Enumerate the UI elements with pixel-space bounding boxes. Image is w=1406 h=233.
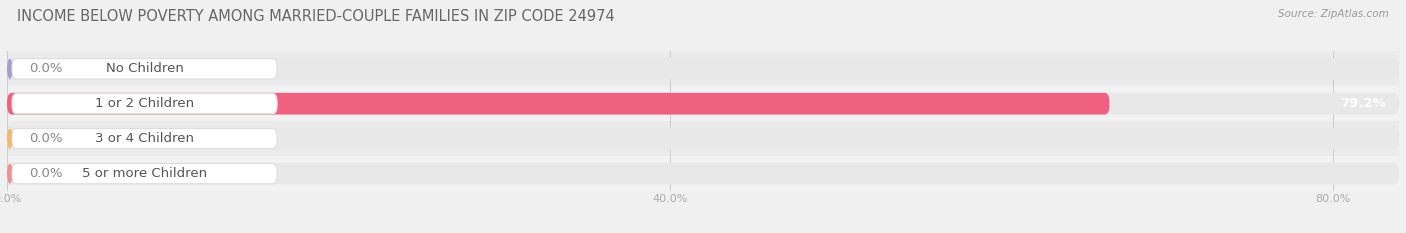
FancyBboxPatch shape <box>7 163 1399 185</box>
Text: 0.0%: 0.0% <box>30 62 63 75</box>
Text: 79.2%: 79.2% <box>1340 97 1386 110</box>
FancyBboxPatch shape <box>13 164 277 184</box>
FancyBboxPatch shape <box>7 58 13 80</box>
Text: 0.0%: 0.0% <box>30 167 63 180</box>
Bar <box>7 51 1399 86</box>
FancyBboxPatch shape <box>7 58 1399 80</box>
Bar <box>7 156 1399 191</box>
Text: INCOME BELOW POVERTY AMONG MARRIED-COUPLE FAMILIES IN ZIP CODE 24974: INCOME BELOW POVERTY AMONG MARRIED-COUPL… <box>17 9 614 24</box>
FancyBboxPatch shape <box>7 128 13 150</box>
FancyBboxPatch shape <box>13 129 277 149</box>
FancyBboxPatch shape <box>7 128 1399 150</box>
FancyBboxPatch shape <box>7 93 1399 115</box>
FancyBboxPatch shape <box>7 163 13 185</box>
FancyBboxPatch shape <box>13 93 277 114</box>
FancyBboxPatch shape <box>7 93 1109 115</box>
Text: 3 or 4 Children: 3 or 4 Children <box>96 132 194 145</box>
Bar <box>7 121 1399 156</box>
Text: 5 or more Children: 5 or more Children <box>82 167 207 180</box>
Text: 1 or 2 Children: 1 or 2 Children <box>96 97 194 110</box>
Text: Source: ZipAtlas.com: Source: ZipAtlas.com <box>1278 9 1389 19</box>
FancyBboxPatch shape <box>13 59 277 79</box>
Bar <box>7 86 1399 121</box>
Text: 0.0%: 0.0% <box>30 132 63 145</box>
Text: No Children: No Children <box>105 62 184 75</box>
